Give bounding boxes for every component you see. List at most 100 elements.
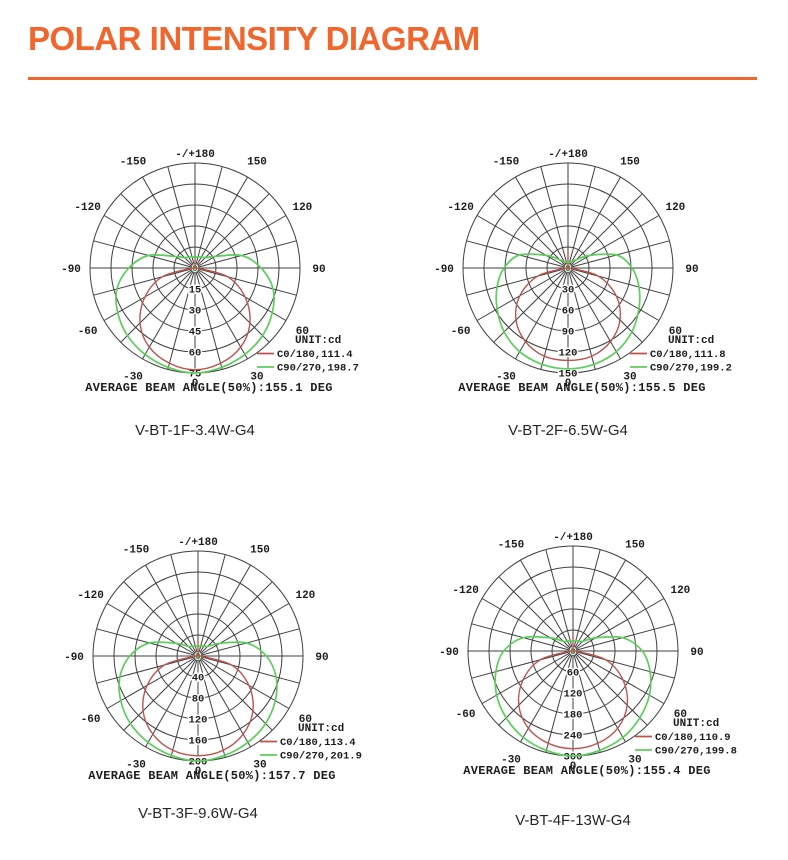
beam-angle-text: AVERAGE BEAM ANGLE(50%):157.7 DEG [88,769,336,783]
curve-C90-270 [495,253,641,370]
beam-angle-text: AVERAGE BEAM ANGLE(50%):155.4 DEG [463,764,711,778]
ring-label: 60 [189,348,202,360]
polar-chart-block-3: -/+180 -150 150 -120 120 -90 90 -60 60 -30 30 0 40 80… [33,518,401,838]
curve-C90-270 [494,635,652,757]
angle-label: -30 [123,371,143,383]
angle-label: 120 [670,585,690,597]
angle-label: 0 [565,378,572,390]
angle-label: -90 [61,264,81,276]
ring-label: 40 [192,673,205,685]
ring-label: 160 [189,736,208,748]
angle-label: -/+180 [178,537,218,549]
ring-label: 60 [562,306,575,318]
page-title: POLAR INTENSITY DIAGRAM [28,20,480,57]
angle-label: -120 [447,202,473,214]
angle-label: 30 [628,754,641,766]
unit-label: UNIT:cd [668,335,714,347]
angle-label: -30 [501,754,521,766]
legend-label: C0/180,113.4 [280,737,356,749]
curve-C0-180 [517,635,629,750]
legend-label: C90/270,198.7 [277,363,359,375]
chart-legend: UNIT:cd C0/180,113.4 C90/270,201.9 [260,723,362,763]
angle-label: -30 [126,759,146,771]
ring-label: 180 [564,710,583,722]
polar-grid [92,550,304,762]
ring-label: 60 [567,668,580,680]
legend-label: C90/270,201.9 [280,751,362,763]
angle-label: 150 [250,545,270,557]
angle-label: -60 [81,714,101,726]
curve-C90-270 [118,641,278,762]
unit-label: UNIT:cd [298,723,344,735]
angle-label: 60 [674,709,687,721]
chart-legend: UNIT:cd C0/180,111.4 C90/270,198.7 [257,335,359,375]
polar-intensity-chart-1: -/+180 -150 150 -120 120 -90 90 -60 60 -30 30 0 15 30… [61,149,359,395]
polar-chart-block-1: -/+180 -150 150 -120 120 -90 90 -60 60 -30 30 0 15 30… [30,130,398,450]
angle-label: -60 [78,326,98,338]
angle-labels: -/+180-150 150-120 120-90 90-60 60-30 300 [64,537,329,778]
polar-intensity-chart-3: -/+180 -150 150 -120 120 -90 90 -60 60 -30 30 0 40 80… [64,537,362,783]
ring-label: 15 [189,285,202,297]
angle-label: -90 [434,264,454,276]
ring-label: 45 [189,327,202,339]
angle-label: 150 [620,157,640,169]
angle-labels: -/+180-150 150-120 120-90 90-60 60-30 300 [434,149,699,390]
angle-label: 90 [315,652,328,664]
angle-label: -90 [64,652,84,664]
legend-label: C90/270,199.8 [655,746,737,758]
angle-label: -150 [120,157,146,169]
angle-label: 60 [299,714,312,726]
angle-label: 30 [250,371,263,383]
angle-label: 120 [292,202,312,214]
angle-label: 90 [690,647,703,659]
legend-label: C0/180,110.9 [655,732,731,744]
angle-label: -150 [493,157,519,169]
angle-label: 0 [570,761,577,773]
ring-label: 30 [189,306,202,318]
angle-label: -/+180 [175,149,215,161]
ring-label: 120 [189,715,208,727]
polar-chart-block-4: -/+180 -150 150 -120 120 -90 90 -60 60 -30 30 0 60 12… [408,513,776,833]
angle-label: -/+180 [548,149,588,161]
ring-label: 80 [192,694,205,706]
ring-label: 90 [562,327,575,339]
angle-label: -60 [451,326,471,338]
angle-label: 90 [685,264,698,276]
angle-label: 120 [665,202,685,214]
beam-angle-text: AVERAGE BEAM ANGLE(50%):155.5 DEG [458,381,706,395]
chart-caption: V-BT-3F-9.6W-G4 [138,805,258,822]
chart-caption: V-BT-4F-13W-G4 [515,812,631,829]
beam-angle-text: AVERAGE BEAM ANGLE(50%):155.1 DEG [85,381,333,395]
legend-label: C90/270,199.2 [650,363,732,375]
angle-label: 150 [625,540,645,552]
angle-label: -120 [74,202,100,214]
angle-label: -120 [452,585,478,597]
ring-label: 30 [562,285,575,297]
angle-label: 0 [195,766,202,778]
angle-label: -60 [456,709,476,721]
ring-label: 240 [564,731,583,743]
angle-label: 0 [192,378,199,390]
ring-label: 120 [564,689,583,701]
angle-labels: -/+180-150 150-120 120-90 90-60 60-30 300 [439,532,704,773]
chart-caption: V-BT-2F-6.5W-G4 [508,422,628,439]
curve-C0-180 [142,639,254,757]
angle-label: 120 [295,590,315,602]
legend-label: C0/180,111.8 [650,349,726,361]
curve-C0-180 [139,259,251,371]
ring-label: 75 [189,369,202,381]
ring-label: 300 [564,752,583,764]
angle-label: 30 [623,371,636,383]
chart-legend: UNIT:cd C0/180,110.9 C90/270,199.8 [635,718,737,758]
ring-label: 150 [559,369,578,381]
polar-intensity-chart-4: -/+180-150 150-120 120-90 90-60 60-30 3006012… [439,532,737,778]
angle-label: -90 [439,647,459,659]
angle-label: 30 [253,759,266,771]
unit-label: UNIT:cd [673,718,719,730]
angle-label: -/+180 [553,532,593,544]
polar-intensity-chart-2: -/+180 -150 150 -120 120 -90 90 -60 60 -30 30 0 30 60… [434,149,732,395]
